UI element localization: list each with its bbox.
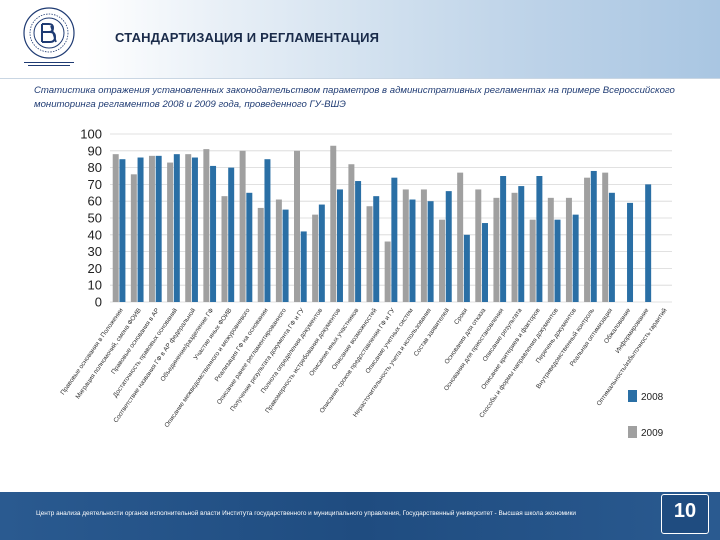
bar-2008 xyxy=(608,192,615,302)
header-divider xyxy=(0,78,720,79)
bar-2009 xyxy=(584,177,591,302)
page-number-box xyxy=(661,494,709,534)
bar-2008 xyxy=(246,192,253,302)
bar-2009 xyxy=(167,162,174,302)
y-tick-label: 40 xyxy=(88,227,102,242)
bar-2008 xyxy=(355,181,362,302)
y-tick-label: 70 xyxy=(88,177,102,192)
y-tick-label: 50 xyxy=(88,211,102,226)
university-logo xyxy=(23,7,75,66)
bar-2008 xyxy=(373,196,380,302)
bar-2008 xyxy=(119,159,126,302)
bar-2008 xyxy=(536,176,543,302)
bar-2008 xyxy=(572,214,579,302)
bar-2008 xyxy=(645,184,652,302)
x-tick-label: Сроки xyxy=(453,307,469,326)
bar-2008 xyxy=(137,157,144,302)
y-tick-label: 90 xyxy=(88,143,102,158)
bar-2009 xyxy=(366,206,373,302)
bar-2009 xyxy=(330,145,337,302)
bar-2008 xyxy=(500,176,507,302)
bar-2008 xyxy=(409,199,416,302)
bar-2008 xyxy=(336,189,343,302)
x-tick-label: Миграция полномочий, смена ФОИВ xyxy=(74,307,143,401)
y-tick-label: 30 xyxy=(88,244,102,259)
legend-label-2009: 2009 xyxy=(641,428,664,439)
bar-2009 xyxy=(148,155,155,302)
legend-swatch-2009 xyxy=(628,426,637,438)
bar-2008 xyxy=(300,231,307,302)
header-title: СТАНДАРТИЗАЦИЯ И РЕГЛАМЕНТАЦИЯ xyxy=(115,30,380,45)
slide-subtitle: Статистика отражения установленных закон… xyxy=(34,85,675,110)
bar-2008 xyxy=(282,209,289,302)
bar-2009 xyxy=(384,241,391,302)
bar-2009 xyxy=(312,214,319,302)
bar-2009 xyxy=(185,154,192,302)
bar-2008 xyxy=(391,177,398,302)
bar-2009 xyxy=(203,149,210,302)
y-tick-label: 20 xyxy=(88,261,102,276)
bar-2009 xyxy=(565,197,572,302)
y-tick-label: 80 xyxy=(88,160,102,175)
bar-2008 xyxy=(627,202,634,302)
bar-2009 xyxy=(439,219,446,302)
header-band xyxy=(0,0,720,78)
bar-2009 xyxy=(493,197,500,302)
bar-2009 xyxy=(475,189,482,302)
bar-2008 xyxy=(445,191,452,302)
y-tick-label: 10 xyxy=(88,278,102,293)
bar-2009 xyxy=(239,150,246,302)
bar-2009 xyxy=(221,196,228,302)
bar-2009 xyxy=(511,192,518,302)
legend-swatch-2008 xyxy=(628,390,637,402)
bar-2009 xyxy=(420,189,427,302)
bar-2008 xyxy=(173,154,180,302)
bar-2009 xyxy=(529,219,536,302)
bar-2008 xyxy=(191,157,198,302)
bar-2009 xyxy=(602,172,609,302)
y-tick-label: 60 xyxy=(88,194,102,209)
bar-2008 xyxy=(155,155,162,302)
bar-2009 xyxy=(294,150,300,302)
bar-2008 xyxy=(554,219,561,302)
bar-2008 xyxy=(264,159,271,302)
bar-2008 xyxy=(228,167,235,302)
bar-2009 xyxy=(130,174,137,302)
y-tick-label: 0 xyxy=(95,295,102,310)
bar-2008 xyxy=(518,186,525,302)
page-number: 10 xyxy=(673,500,697,522)
bar-2009 xyxy=(112,154,119,302)
legend-label-2008: 2008 xyxy=(641,392,664,403)
bar-2008 xyxy=(318,204,325,302)
bar-2009 xyxy=(547,197,554,302)
bar-2008 xyxy=(210,165,217,302)
bars xyxy=(112,145,652,302)
bar-2009 xyxy=(348,164,355,302)
y-tick-label: 100 xyxy=(80,127,102,142)
bar-2009 xyxy=(402,189,409,302)
bar-2008 xyxy=(482,223,488,302)
bar-2008 xyxy=(590,170,597,302)
bar-2009 xyxy=(257,207,264,302)
bar-2008 xyxy=(427,201,434,302)
bar-2009 xyxy=(457,172,464,302)
footer-band xyxy=(0,492,720,540)
chart-legend: 2008 2009 xyxy=(628,390,664,439)
bar-2008 xyxy=(463,234,470,302)
bar-2009 xyxy=(275,199,282,302)
footer-text: Центр анализа деятельности органов испол… xyxy=(36,510,576,517)
